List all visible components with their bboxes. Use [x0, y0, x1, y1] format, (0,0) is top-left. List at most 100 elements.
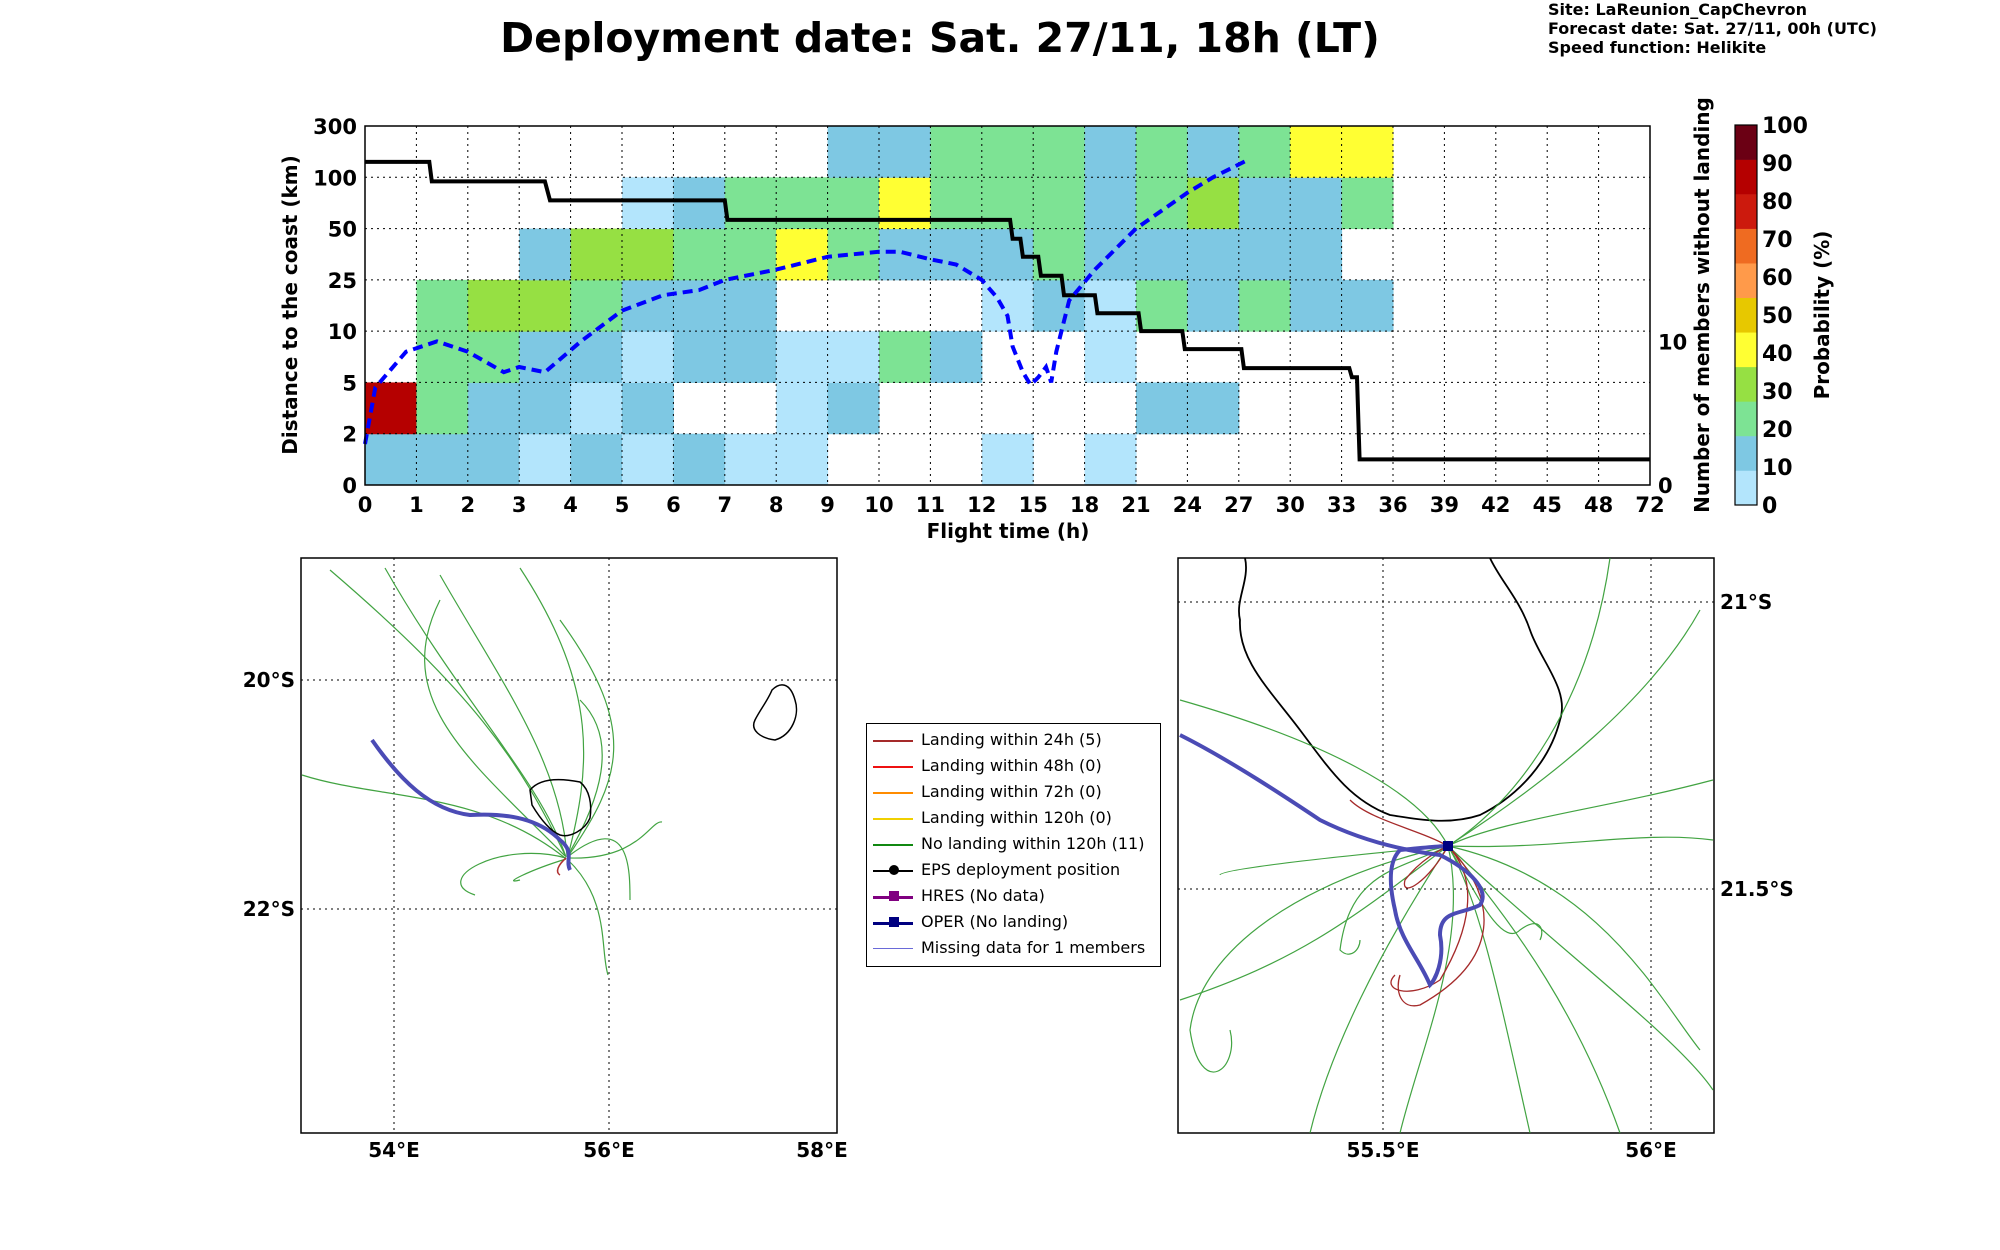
x-tick-label: 42 [1481, 493, 1510, 517]
heatmap-cell [879, 331, 931, 383]
colorbar-tick-label: 20 [1762, 418, 1793, 443]
left-map-oper-track [370, 738, 572, 871]
x-tick-label: 15 [1019, 493, 1048, 517]
svg-text:21.5°S: 21.5°S [1720, 877, 1794, 901]
x-tick-label: 10 [864, 493, 893, 517]
reunion-island-outline [529, 778, 592, 837]
site-info: Site: LaReunion_CapChevron Forecast date… [1548, 0, 1877, 57]
x-tick-label: 9 [820, 493, 835, 517]
heatmap-cell [1238, 126, 1291, 178]
heatmap-cell [416, 382, 469, 435]
heatmap-cell [930, 126, 983, 178]
heatmap-cell [1238, 228, 1291, 281]
right-map: 55.5°E 56°E 21°S 21.5°S [1177, 557, 1794, 1162]
heatmap-cell [519, 382, 572, 435]
heatmap-cell [1136, 382, 1188, 435]
reunion-island-outline-zoom [1238, 557, 1563, 822]
heatmap-cell [879, 126, 931, 178]
chart-series [363, 157, 1650, 462]
heatmap-cell [1290, 126, 1343, 178]
right-tick-label: 10 [1658, 330, 1687, 354]
heatmap-cell [519, 433, 572, 486]
chart-grid [365, 126, 1650, 485]
heatmap-cell [1084, 177, 1137, 230]
y-tick-label: 5 [342, 371, 357, 395]
svg-text:21°S: 21°S [1720, 590, 1772, 614]
heatmap-cell [1341, 279, 1394, 332]
heatmap-cell [467, 382, 520, 435]
x-tick-label: 5 [615, 493, 630, 517]
right-axis-label: Number of members without landing [1690, 97, 1714, 513]
heatmap-cell [622, 228, 674, 281]
heatmap-cell [622, 177, 674, 230]
heatmap-cell [673, 433, 726, 486]
legend-item-no-landing: No landing within 120h (11) [867, 832, 1160, 858]
square-marker-icon [889, 917, 899, 927]
heatmap-cell [930, 331, 983, 383]
heatmap-cell [673, 177, 726, 230]
svg-text:54°E: 54°E [368, 1138, 420, 1162]
colorbar-frame [1734, 124, 1758, 506]
x-tick-label: 1 [409, 493, 424, 517]
colorbar-segment [1735, 435, 1757, 471]
y-tick-label: 100 [313, 166, 357, 190]
x-tick-label: 72 [1635, 493, 1664, 517]
site-name: Site: LaReunion_CapChevron [1548, 0, 1807, 19]
heatmap-cell [1341, 126, 1394, 178]
heatmap-cell [570, 228, 623, 281]
svg-text:56°E: 56°E [1625, 1138, 1677, 1162]
y-tick-label: 50 [328, 218, 357, 242]
x-tick-label: 39 [1430, 493, 1459, 517]
heatmap-cell [827, 228, 880, 281]
heatmap-cell [622, 279, 674, 332]
square-marker-icon [889, 891, 899, 901]
colorbar-segment [1735, 263, 1757, 299]
x-tick-label: 8 [769, 493, 784, 517]
heatmap-cell [1187, 228, 1240, 281]
forecast-date: Forecast date: Sat. 27/11, 00h (UTC) [1548, 19, 1877, 38]
heatmap-cell [1136, 228, 1188, 281]
heatmap-cell [1187, 126, 1240, 178]
heatmap-cell [1033, 177, 1086, 230]
y-tick-label: 300 [313, 115, 357, 139]
heatmap-cell [519, 228, 572, 281]
heatmap-cell [416, 279, 469, 332]
x-tick-label: 45 [1533, 493, 1562, 517]
heatmap-cell [1084, 433, 1137, 486]
heatmap-cell [416, 331, 469, 383]
legend-item-48h: Landing within 48h (0) [867, 754, 1160, 780]
heatmap-cell [673, 331, 726, 383]
heatmap-cell [776, 228, 829, 281]
svg-text:56°E: 56°E [583, 1138, 635, 1162]
colorbar-segment [1735, 470, 1757, 506]
heatmap-cell [365, 433, 417, 486]
heatmap-cell [724, 331, 777, 383]
left-map-ticks: 54°E 56°E 58°E 20°S 22°S [243, 668, 848, 1162]
x-axis-label: Flight time (h) [927, 519, 1090, 543]
right-map-ticks: 55.5°E 56°E 21°S 21.5°S [1346, 590, 1793, 1162]
y-tick-label: 10 [328, 320, 357, 344]
svg-text:22°S: 22°S [243, 897, 295, 921]
colorbar-tick-label: 50 [1762, 304, 1793, 329]
colorbar-tick-label: 100 [1762, 114, 1808, 139]
y-tick-label: 2 [342, 423, 357, 447]
heatmap-cell [827, 126, 880, 178]
colorbar-segment [1735, 366, 1757, 402]
legend-item-eps-position: EPS deployment position [867, 858, 1160, 884]
x-tick-label: 0 [358, 493, 373, 517]
y-tick-label: 25 [328, 269, 357, 293]
heatmap-cell [622, 382, 674, 435]
colorbar-segment [1735, 125, 1757, 160]
heatmap-cell [1084, 279, 1137, 332]
heatmap-cell [981, 126, 1034, 178]
x-tick-label: 7 [717, 493, 732, 517]
heatmap-cell [1084, 331, 1137, 383]
x-tick-label: 30 [1276, 493, 1305, 517]
colorbar-segment [1735, 401, 1757, 437]
heatmap-cell [1033, 126, 1086, 178]
page-title: Deployment date: Sat. 27/11, 18h (LT) [500, 14, 1380, 62]
colorbar-tick-label: 70 [1762, 228, 1793, 253]
members-without-landing-line [363, 157, 1250, 445]
heatmap-cell [1290, 279, 1343, 332]
heatmap-cell [1033, 279, 1086, 332]
